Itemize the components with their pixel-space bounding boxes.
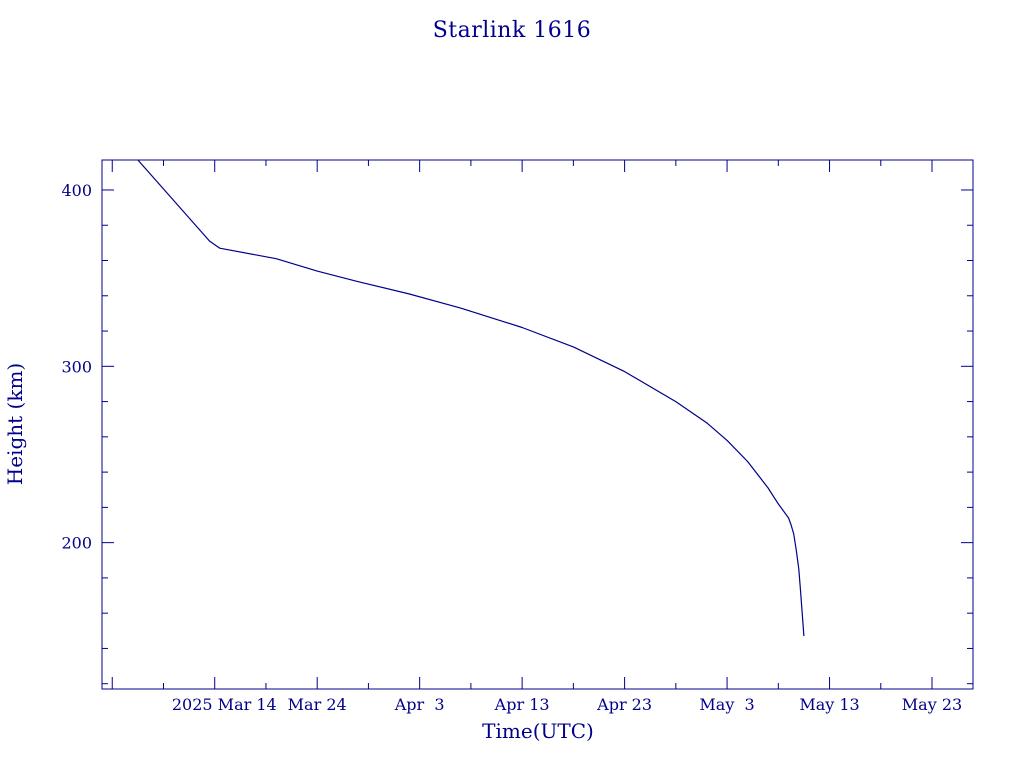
x-tick-label: Mar 24 — [288, 695, 347, 714]
x-tick-label: Apr 3 — [394, 695, 445, 714]
plot-frame — [101, 159, 974, 690]
x-tick-label: May 3 — [699, 695, 754, 714]
series-layer — [137, 159, 805, 637]
x-tick-label: May 13 — [799, 695, 859, 714]
axis-ticks — [102, 160, 973, 689]
y-axis-label: Height (km) — [3, 363, 27, 485]
y-tick-label: 300 — [61, 357, 92, 376]
x-axis-label: Time(UTC) — [482, 719, 594, 743]
x-tick-label: Apr 23 — [596, 695, 652, 714]
chart-title: Starlink 1616 — [433, 18, 592, 43]
tick-labels: 200 300 400 2025 Mar 14 Mar 24 Apr 3 Apr 13 Apr… — [61, 181, 962, 714]
x-tick-label: May 23 — [902, 695, 962, 714]
series-line — [137, 159, 805, 637]
y-tick-label: 400 — [61, 181, 92, 200]
x-tick-label: Apr 13 — [494, 695, 550, 714]
y-tick-label: 200 — [61, 534, 92, 553]
x-tick-label: 2025 Mar 14 — [172, 695, 277, 714]
